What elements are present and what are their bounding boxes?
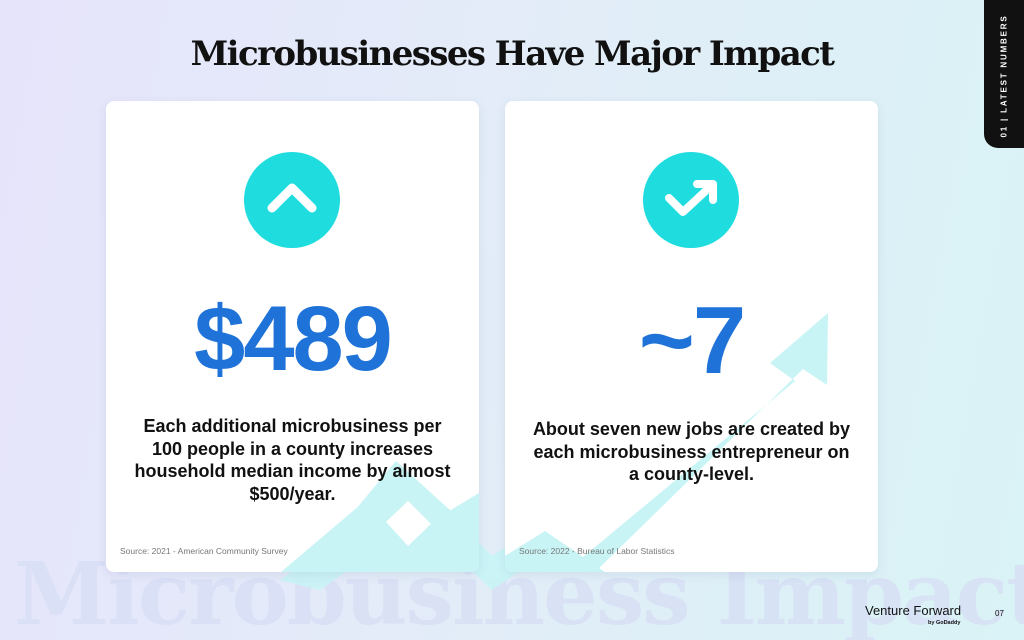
stat-description: Each additional microbusiness per 100 pe… — [134, 416, 451, 504]
page-number: 07 — [995, 609, 1004, 618]
stat-card-jobs: ~7 About seven new jobs are created by e… — [505, 101, 878, 572]
page-title: Microbusinesses Have Major Impact — [190, 34, 835, 74]
brand-byline: by GoDaddy — [928, 620, 961, 626]
card-arrow-graphic — [281, 461, 479, 572]
chevron-up-icon — [244, 152, 340, 248]
stat-value: $489 — [194, 288, 393, 390]
stat-description: About seven new jobs are created by each… — [532, 419, 851, 484]
brand-logo: Venture Forward — [865, 603, 962, 618]
stat-value: ~7 — [638, 287, 746, 394]
trend-up-arrow-icon — [643, 152, 739, 248]
stat-card-income: $489 Each additional microbusiness per 1… — [106, 101, 479, 572]
card-arrow-graphic — [505, 313, 828, 572]
section-tab-label: 01 | LATEST NUMBERS — [999, 14, 1009, 138]
stat-source: Source: 2021 - American Community Survey — [120, 546, 288, 556]
stat-source: Source: 2022 - Bureau of Labor Statistic… — [519, 546, 675, 556]
section-tab[interactable]: 01 | LATEST NUMBERS — [984, 0, 1024, 148]
